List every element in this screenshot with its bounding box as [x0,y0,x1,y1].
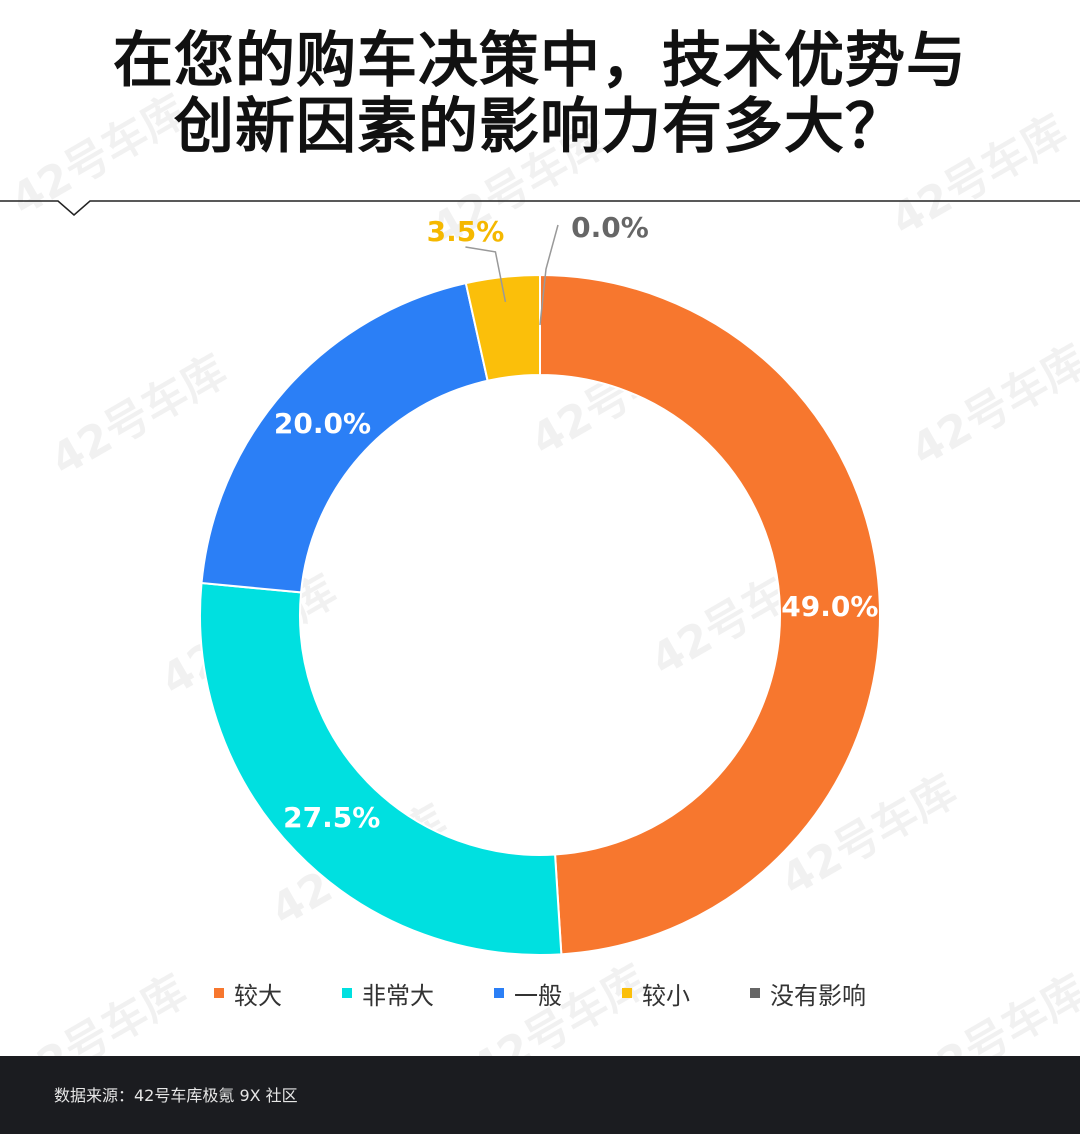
donut-slice-1 [199,581,563,956]
legend-label: 较小 [642,981,690,1010]
legend-item-2: 一般 [494,976,562,1011]
footer-bar [0,1056,1080,1134]
legend-label: 非常大 [362,981,434,1010]
data-label-2: 20.0% [274,407,371,440]
data-label-3: 3.5% [427,215,505,248]
leader-line-4 [539,224,559,326]
legend-swatch [622,988,632,998]
legend-item-0: 较大 [214,976,282,1011]
legend-swatch [750,988,760,998]
legend-swatch [342,988,352,998]
legend-item-4: 没有影响 [750,976,866,1011]
legend-label: 较大 [234,981,282,1010]
legend-item-1: 非常大 [342,976,434,1011]
data-label-1: 27.5% [283,801,380,834]
donut-slice-3 [464,273,541,382]
page-title: 在您的购车决策中，技术优势与 创新因素的影响力有多大？ [0,28,1080,160]
data-label-4: 0.0% [571,211,649,244]
title-line-1: 在您的购车决策中，技术优势与 [113,26,967,96]
data-label-0: 49.0% [781,590,878,623]
legend-swatch [214,988,224,998]
legend-label: 一般 [514,981,562,1010]
data-source: 数据来源：42号车库极氪 9X 社区 [54,1086,298,1105]
legend-item-3: 较小 [622,976,690,1011]
leader-line-3 [465,246,507,303]
legend-swatch [494,988,504,998]
title-line-2: 创新因素的影响力有多大？ [174,92,906,162]
legend-label: 没有影响 [770,981,866,1010]
donut-slice-0 [539,273,881,956]
chart-legend: 较大 非常大 一般 较小 没有影响 [0,976,1080,1010]
